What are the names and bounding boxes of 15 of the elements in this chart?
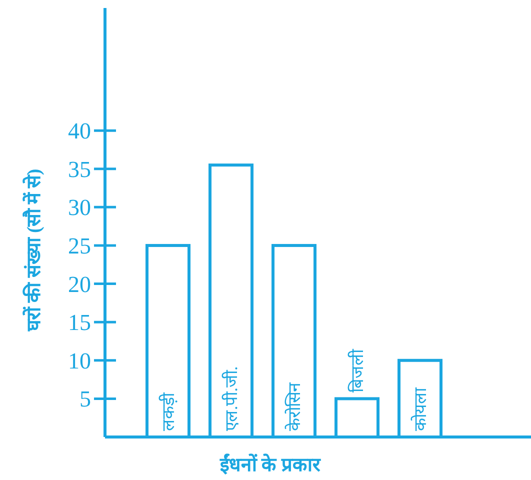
x-tick-label: केरोसिन bbox=[284, 382, 304, 431]
x-tick-label: एल.पी.जी. bbox=[221, 366, 241, 431]
x-tick-label: लकड़ी bbox=[158, 392, 178, 431]
y-tick-label: 20 bbox=[68, 272, 91, 297]
y-tick-label: 10 bbox=[68, 348, 91, 374]
y-tick-label: 30 bbox=[68, 195, 91, 220]
y-tick-label: 15 bbox=[68, 310, 91, 336]
x-tick-label: बिजली bbox=[347, 348, 367, 393]
x-tick-label: कोयला bbox=[410, 387, 430, 431]
y-axis-title: घरों की संख्या (सौ में से) bbox=[22, 168, 45, 332]
y-tick-label: 35 bbox=[68, 156, 91, 182]
y-tick-label: 40 bbox=[68, 118, 91, 144]
y-tick-label: 5 bbox=[80, 386, 91, 412]
y-tick-label: 25 bbox=[68, 233, 91, 258]
x-axis-title: ईंधनों के प्रकार bbox=[218, 453, 322, 476]
